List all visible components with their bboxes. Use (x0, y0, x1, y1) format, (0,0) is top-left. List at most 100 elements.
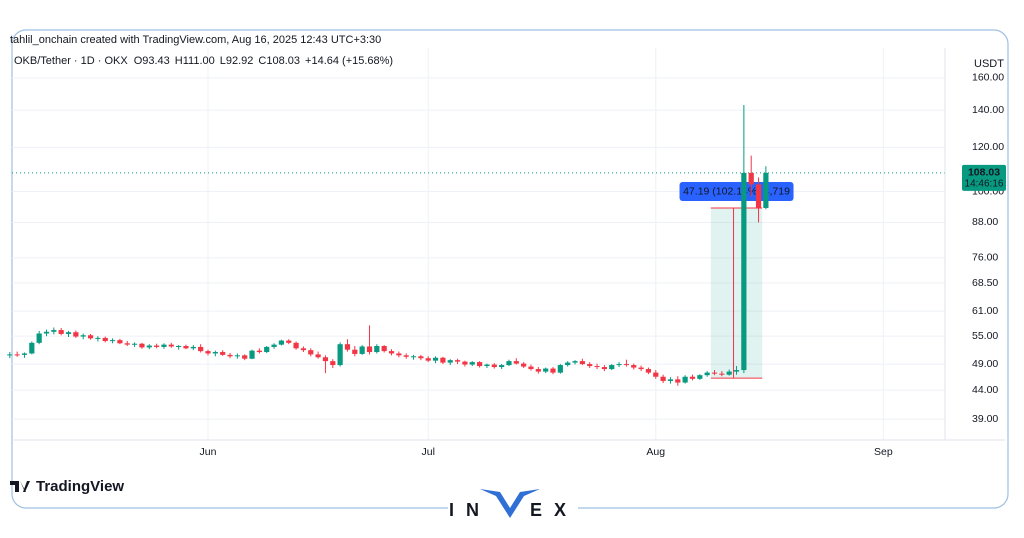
candle-body (264, 346, 270, 353)
candle-body (653, 372, 659, 377)
candle-body (396, 353, 402, 356)
candle-body (102, 337, 108, 342)
candle-body (675, 379, 681, 383)
x-tick-label: Aug (646, 446, 665, 458)
candle-body (381, 346, 387, 352)
candle-body (220, 352, 226, 355)
candle-body (95, 337, 101, 339)
candle-body (572, 361, 578, 363)
candle-body (528, 366, 534, 370)
ohlc-value: 93.43 (142, 55, 170, 67)
y-tick-label: 44.00 (972, 384, 998, 396)
candle-body (609, 365, 615, 370)
ohlc-value: 111.00 (183, 55, 215, 67)
change: +14.64 (+15.68%) (305, 55, 393, 67)
candle-body (227, 354, 233, 357)
candle-body (344, 344, 351, 350)
candle-body (190, 346, 196, 349)
candle-body (87, 335, 94, 339)
currency: USDT (974, 58, 1004, 70)
candle-body (565, 362, 571, 366)
candle-body (697, 375, 703, 379)
ohlc-value: 92.92 (226, 55, 254, 67)
candle-body (645, 369, 652, 373)
candle-body (491, 364, 497, 368)
candle-body (205, 351, 211, 354)
candle-body (58, 330, 64, 334)
y-tick-label: 76.00 (972, 252, 998, 264)
candle-body (667, 379, 674, 381)
candle-body (242, 355, 248, 359)
candle-body (293, 342, 299, 349)
y-tick-label: 88.00 (972, 216, 998, 228)
candle-body (73, 332, 79, 337)
candle-body (543, 368, 549, 372)
candle-body (286, 340, 292, 343)
candle-body (410, 356, 417, 358)
frame (11, 29, 1009, 509)
candle-body (513, 361, 519, 364)
y-tick-label: 49.00 (972, 358, 998, 370)
x-tick-label: Jul (421, 446, 434, 458)
candle-body (43, 331, 50, 334)
candle-body (587, 364, 593, 367)
candle-body (234, 355, 240, 357)
candle-body (447, 360, 453, 363)
candle-body (711, 372, 718, 374)
candle-body (462, 361, 468, 365)
candle-body (499, 365, 505, 368)
candle-body (271, 344, 277, 347)
candle-body (212, 352, 218, 354)
measure-label: 47.19 (102.14%) 4,719 (683, 186, 790, 198)
ohlc-key: L (220, 55, 226, 67)
logo-right: EX (530, 500, 578, 520)
last-price-box (962, 164, 1006, 191)
y-tick-label: 120.00 (972, 141, 1004, 153)
symbol: OKB/Tether · 1D · OKX (14, 55, 128, 67)
candle-body (535, 369, 541, 372)
y-tick-label: 61.00 (972, 305, 998, 317)
candle-body (330, 361, 336, 366)
candle-body (14, 354, 20, 356)
y-tick-label: 39.00 (972, 413, 998, 425)
candle-body (65, 332, 72, 334)
candle-body (124, 343, 130, 345)
candle-body (506, 361, 512, 366)
candle-body (631, 365, 637, 368)
y-tick-label: 68.50 (972, 277, 998, 289)
candle-body (521, 363, 527, 367)
candle-body (741, 172, 747, 371)
candle-body (322, 357, 329, 362)
countdown: 14:46:16 (965, 178, 1004, 189)
candle-body (440, 357, 446, 363)
candle-body (366, 346, 373, 353)
candle-body (359, 346, 365, 354)
candle-body (418, 356, 424, 359)
candle-body (638, 367, 644, 370)
candle-body (425, 358, 431, 361)
ohlc-value: 108.03 (266, 55, 300, 67)
candle-body (308, 350, 314, 355)
candle-body (719, 373, 725, 375)
candle-body (300, 348, 307, 351)
candle-body (388, 351, 395, 354)
ohlc-key: O (134, 55, 143, 67)
candle-body (21, 353, 28, 355)
candle-body (623, 364, 630, 366)
candle-body (139, 343, 145, 348)
candle-body (315, 354, 321, 358)
candle-body (278, 340, 285, 345)
candle-body (7, 354, 13, 356)
candle-body (131, 343, 138, 345)
candle-body (660, 376, 666, 381)
candle-body (176, 346, 182, 348)
y-tick-label: 55.00 (972, 330, 998, 342)
candle-body (80, 335, 86, 337)
candle-body (616, 364, 622, 366)
candle-body (249, 350, 255, 359)
candle-body (689, 376, 696, 379)
candle-body (748, 172, 754, 185)
logo-left: IN (449, 500, 491, 520)
candle-body (51, 330, 57, 332)
candle-body (579, 361, 585, 365)
